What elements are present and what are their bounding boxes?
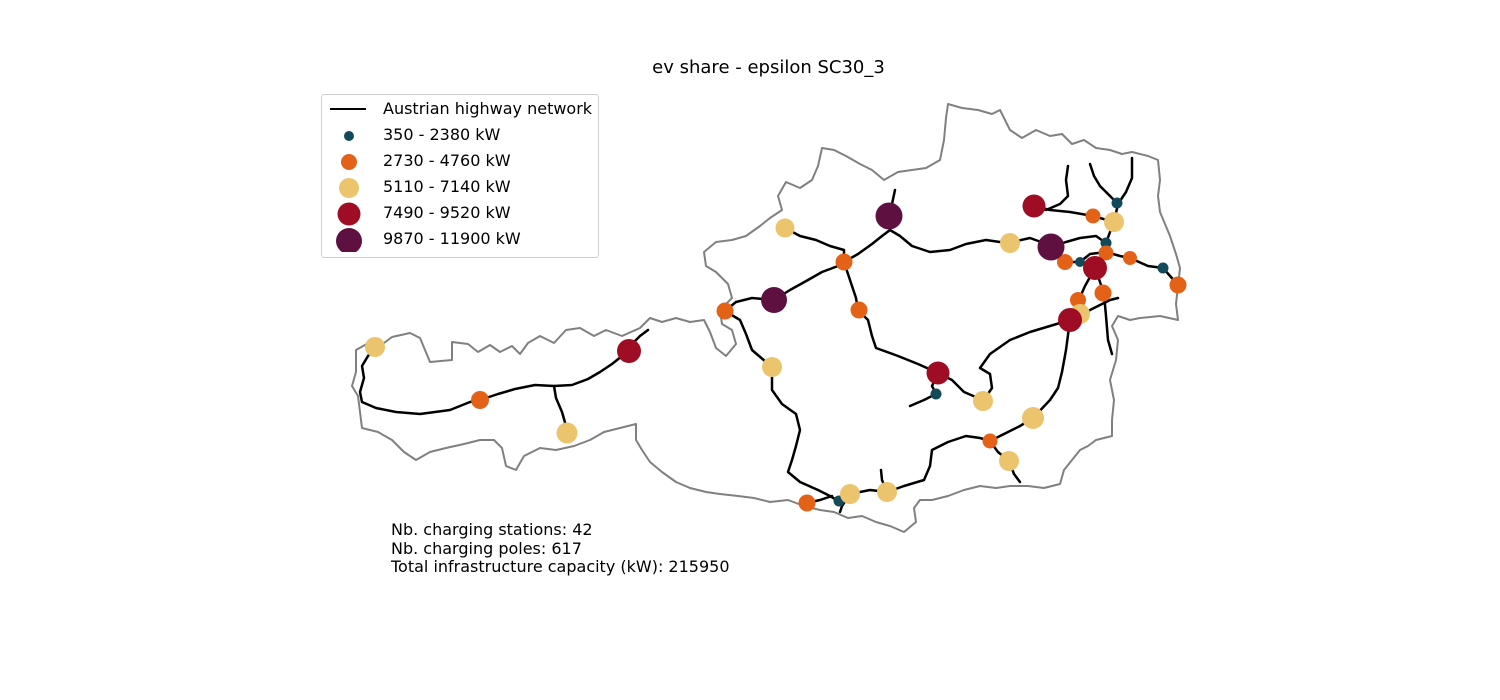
legend-label: 5110 - 7140 kW [383, 177, 511, 196]
stations-count: Nb. charging stations: 42 [391, 520, 593, 539]
station-marker-large [1000, 233, 1020, 253]
station-marker-large [877, 482, 897, 502]
dot-swatch-icon [337, 202, 361, 226]
legend-entry-class-2: 2730 - 4760 kW [322, 148, 598, 174]
station-marker-medium [982, 433, 998, 449]
dot-swatch-icon [339, 178, 359, 198]
station-marker-small [1075, 257, 1085, 267]
station-marker-small [1157, 262, 1169, 274]
station-marker-xxlarge [875, 202, 903, 230]
station-marker-small [930, 388, 942, 400]
station-marker-xlarge [926, 361, 950, 385]
station-marker-xlarge [1083, 256, 1107, 280]
station-marker-xxlarge [1037, 233, 1065, 261]
station-marker-medium [1070, 292, 1086, 308]
station-marker-medium [1098, 245, 1114, 261]
station-marker-medium [835, 253, 853, 271]
station-marker-large [775, 218, 795, 238]
station-marker-large [1022, 407, 1044, 429]
station-marker-large [556, 422, 578, 444]
summary-stats: Nb. charging stations: 42 Nb. charging p… [391, 520, 730, 577]
station-marker-medium [1123, 251, 1137, 265]
austria-border [351, 103, 1181, 533]
station-marker-large [1104, 212, 1124, 232]
station-marker-large [840, 484, 860, 504]
legend-label: 2730 - 4760 kW [383, 151, 511, 170]
station-marker-medium [1094, 284, 1112, 302]
station-marker-medium [471, 391, 489, 409]
station-marker-small [1111, 197, 1123, 209]
station-marker-large [973, 391, 993, 411]
station-marker-large [999, 451, 1019, 471]
station-marker-small [1100, 237, 1112, 249]
station-marker-large [365, 337, 385, 357]
poles-count: Nb. charging poles: 617 [391, 538, 582, 558]
legend-label: 9870 - 11900 kW [383, 229, 521, 248]
station-marker-medium [798, 494, 816, 512]
charging-stations [365, 194, 1187, 512]
dot-swatch-icon [344, 131, 354, 141]
legend-label: Austrian highway network [383, 99, 593, 118]
legend-label: 350 - 2380 kW [383, 125, 501, 144]
station-marker-xlarge [1058, 308, 1082, 332]
dot-swatch-icon [341, 154, 357, 170]
station-marker-medium [850, 301, 868, 319]
line-swatch-icon [330, 108, 366, 110]
station-marker-xxlarge [761, 287, 787, 313]
station-marker-medium [1057, 254, 1073, 270]
dot-swatch-icon [336, 228, 362, 252]
legend-entry-class-4: 7490 - 9520 kW [322, 200, 598, 226]
legend-entry-class-1: 350 - 2380 kW [322, 122, 598, 148]
legend-entry-class-3: 5110 - 7140 kW [322, 174, 598, 200]
legend-entry-highway: Austrian highway network [322, 96, 598, 122]
map-legend: Austrian highway network 350 - 2380 kW 2… [321, 94, 599, 258]
station-marker-medium [1085, 208, 1101, 224]
map-title: ev share - epsilon SC30_3 [652, 57, 885, 78]
station-marker-medium [716, 302, 734, 320]
station-marker-xlarge [1022, 194, 1046, 218]
legend-entry-class-5: 9870 - 11900 kW [322, 226, 598, 252]
station-marker-xlarge [617, 339, 641, 363]
total-capacity: Total infrastructure capacity (kW): 2159… [391, 557, 730, 576]
legend-label: 7490 - 9520 kW [383, 203, 511, 222]
station-marker-large [762, 357, 782, 377]
station-marker-medium [1169, 276, 1187, 294]
